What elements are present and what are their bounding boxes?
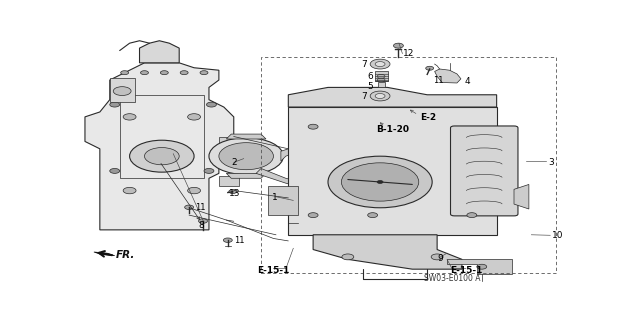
Text: 3: 3 (548, 158, 554, 167)
Circle shape (198, 219, 207, 223)
Text: SW03-E0100 A: SW03-E0100 A (424, 274, 480, 284)
Circle shape (377, 181, 383, 183)
Polygon shape (94, 252, 115, 256)
Text: E-2: E-2 (420, 113, 436, 122)
Text: 13: 13 (229, 189, 240, 198)
Text: 7: 7 (361, 60, 367, 69)
Polygon shape (313, 235, 462, 269)
Text: 5: 5 (367, 82, 373, 91)
Circle shape (377, 74, 385, 78)
Circle shape (188, 187, 200, 194)
Circle shape (121, 71, 129, 75)
Circle shape (123, 114, 136, 120)
Bar (219, 156, 239, 166)
Text: 8: 8 (198, 221, 204, 230)
Polygon shape (288, 87, 497, 107)
Circle shape (431, 254, 443, 260)
Circle shape (426, 66, 434, 70)
Bar (219, 137, 239, 146)
FancyBboxPatch shape (451, 126, 518, 216)
Circle shape (113, 87, 131, 95)
Circle shape (370, 59, 390, 69)
Text: 6: 6 (367, 72, 373, 81)
Circle shape (180, 71, 188, 75)
Circle shape (394, 43, 403, 48)
Text: 4: 4 (465, 77, 470, 86)
Text: E-15-1: E-15-1 (450, 266, 482, 275)
Text: 7: 7 (361, 92, 367, 101)
Circle shape (342, 254, 354, 260)
Circle shape (367, 213, 378, 218)
Text: 10: 10 (552, 231, 564, 240)
Bar (219, 176, 239, 186)
Text: 12: 12 (403, 48, 415, 57)
Circle shape (223, 238, 232, 242)
Bar (269, 186, 298, 215)
Bar (120, 95, 204, 178)
Polygon shape (447, 259, 511, 274)
Circle shape (341, 163, 419, 201)
Bar (288, 107, 497, 235)
Circle shape (477, 264, 487, 269)
Circle shape (110, 102, 120, 107)
Circle shape (185, 205, 193, 210)
Circle shape (200, 71, 208, 75)
Text: B-1-20: B-1-20 (376, 125, 410, 134)
Bar (378, 83, 385, 87)
Circle shape (219, 143, 273, 170)
Text: 2: 2 (231, 158, 237, 167)
Circle shape (308, 213, 318, 218)
Polygon shape (85, 63, 234, 230)
Polygon shape (281, 141, 316, 161)
Text: 9: 9 (437, 254, 443, 263)
Circle shape (328, 156, 432, 208)
Circle shape (209, 138, 284, 174)
Circle shape (375, 93, 385, 99)
Polygon shape (227, 134, 266, 139)
Circle shape (161, 71, 168, 75)
Polygon shape (256, 168, 296, 186)
Polygon shape (227, 174, 266, 178)
Circle shape (129, 140, 194, 172)
Text: FR.: FR. (116, 250, 135, 260)
Circle shape (204, 168, 214, 174)
Circle shape (370, 91, 390, 101)
Bar (261, 57, 556, 273)
Polygon shape (514, 184, 529, 209)
Circle shape (123, 187, 136, 194)
Circle shape (467, 213, 477, 218)
Text: 1: 1 (273, 193, 278, 202)
Circle shape (375, 62, 385, 67)
Bar (375, 71, 388, 81)
Text: 11: 11 (433, 76, 444, 85)
Text: 11: 11 (196, 203, 206, 212)
Circle shape (110, 168, 120, 174)
Bar (110, 78, 134, 102)
Circle shape (141, 71, 148, 75)
Circle shape (296, 144, 305, 149)
Polygon shape (435, 69, 461, 83)
Circle shape (207, 102, 216, 107)
Circle shape (377, 78, 385, 82)
Text: 11: 11 (234, 236, 244, 245)
Circle shape (188, 114, 200, 120)
Circle shape (145, 148, 179, 165)
Circle shape (229, 189, 237, 194)
Circle shape (308, 124, 318, 129)
Text: E-15-1: E-15-1 (257, 266, 290, 275)
Polygon shape (140, 41, 179, 63)
